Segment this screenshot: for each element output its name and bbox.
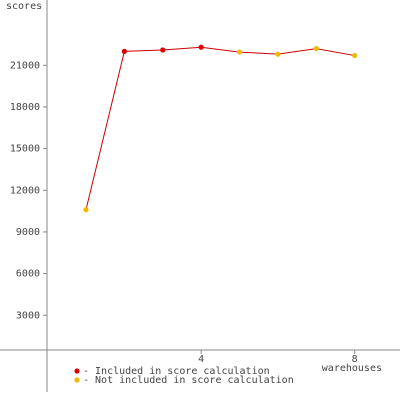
x-axis-title: warehouses: [322, 363, 382, 374]
point: [198, 44, 204, 50]
y-axis-title: scores: [6, 1, 42, 12]
y-tick-label: 21000: [10, 60, 40, 71]
point: [121, 48, 127, 54]
line: [85, 46, 355, 210]
legend-label: - Not included in score calculation: [83, 375, 294, 386]
x-tick-label: 8: [352, 354, 358, 365]
y-tick-label: 3000: [16, 310, 40, 321]
x-tick-label: 4: [198, 354, 204, 365]
point: [160, 47, 166, 53]
legend-label: - Included in score calculation: [83, 366, 270, 377]
y-tick-label: 15000: [10, 144, 40, 155]
y-tick-label: 6000: [16, 269, 40, 280]
point: [352, 52, 358, 59]
point: [275, 51, 281, 57]
point: [313, 46, 319, 52]
legend-marker: [74, 368, 80, 374]
y-tick-label: 12000: [10, 185, 40, 196]
point: [236, 49, 243, 55]
legend-marker: [74, 377, 80, 383]
y-tick-label: 9000: [16, 227, 40, 238]
point: [83, 207, 89, 213]
y-tick-label: 18000: [10, 102, 40, 113]
